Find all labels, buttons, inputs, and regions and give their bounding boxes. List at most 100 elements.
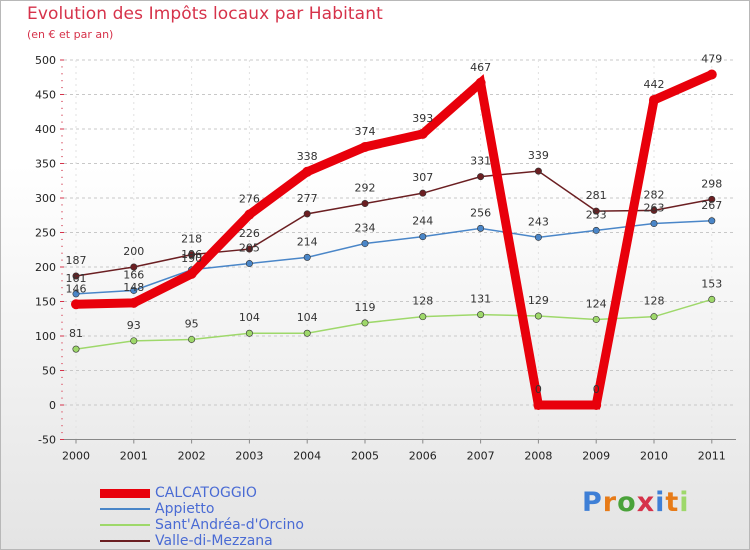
grid-lines	[64, 59, 736, 440]
y-tick-label: 200	[35, 261, 56, 274]
chart-subtitle: (en € et par an)	[27, 28, 114, 41]
y-tick-label: 350	[35, 158, 56, 171]
point-appietto	[708, 217, 716, 225]
legend-item-appietto: Appietto	[100, 501, 214, 517]
point-appietto	[650, 220, 658, 228]
point-calcatoggio	[475, 77, 486, 88]
y-tick-label: 300	[35, 192, 56, 205]
y-tick-label: 0	[49, 399, 56, 412]
data-label-calcatoggio: 374	[355, 125, 376, 138]
point-sant-andr-a-d-orcino	[419, 313, 427, 321]
data-label-valle-di-mezzana: 331	[470, 155, 491, 168]
point-valle-di-mezzana	[534, 167, 542, 175]
point-calcatoggio	[706, 69, 717, 80]
point-sant-andr-a-d-orcino	[534, 312, 542, 320]
point-appietto	[477, 224, 485, 232]
logo-letter: i	[655, 487, 666, 518]
data-label-appietto: 253	[586, 208, 607, 221]
x-tick-label: 2010	[640, 450, 668, 463]
data-label-calcatoggio: 338	[297, 150, 318, 163]
data-label-sant-andr-a-d-orcino: 119	[355, 301, 376, 314]
data-label-sant-andr-a-d-orcino: 81	[69, 327, 83, 340]
point-sant-andr-a-d-orcino	[650, 313, 658, 321]
data-label-appietto: 161	[66, 272, 87, 285]
point-appietto	[72, 290, 80, 298]
point-sant-andr-a-d-orcino	[130, 337, 138, 345]
point-valle-di-mezzana	[477, 173, 485, 181]
data-label-calcatoggio: 146	[66, 282, 87, 295]
x-tick-label: 2000	[62, 450, 90, 463]
logo-letter: P	[582, 487, 603, 518]
point-valle-di-mezzana	[188, 251, 196, 259]
data-label-valle-di-mezzana: 307	[412, 171, 433, 184]
legend-label-appietto: Appietto	[155, 501, 215, 517]
data-label-calcatoggio: 276	[239, 193, 260, 206]
data-label-appietto: 205	[239, 242, 260, 255]
legend-item-calcatoggio: CALCATOGGIO	[100, 485, 257, 501]
legend-swatch-sant-andrea	[100, 524, 150, 526]
point-valle-di-mezzana	[592, 207, 600, 215]
data-label-sant-andr-a-d-orcino: 104	[297, 311, 318, 324]
point-calcatoggio	[128, 297, 139, 308]
chart-title: Evolution des Impôts locaux par Habitant	[27, 4, 383, 24]
data-label-valle-di-mezzana: 218	[181, 233, 202, 246]
point-appietto	[534, 233, 542, 241]
x-tick-label: 2007	[467, 450, 495, 463]
legend-item-sant-andrea: Sant'Andréa-d'Orcino	[100, 517, 304, 533]
x-tick-label: 2002	[178, 450, 206, 463]
point-valle-di-mezzana	[245, 245, 253, 253]
data-label-valle-di-mezzana: 292	[355, 182, 376, 195]
data-label-valle-di-mezzana: 281	[586, 189, 607, 202]
point-appietto	[592, 226, 600, 234]
y-tick-label: 50	[42, 365, 56, 378]
data-label-appietto: 256	[470, 206, 491, 219]
data-label-calcatoggio: 0	[593, 383, 600, 396]
data-labels: 161 166 196 205 214 234 244 256 243 253 263 267 81 93…	[66, 52, 723, 396]
data-label-calcatoggio: 393	[412, 112, 433, 125]
legend-item-valle-di-mezzana: Valle-di-Mezzana	[100, 533, 273, 549]
point-valle-di-mezzana	[72, 272, 80, 280]
y-tick-label: 100	[35, 330, 56, 343]
data-label-appietto: 263	[644, 202, 665, 215]
point-valle-di-mezzana	[650, 206, 658, 214]
x-tick-label: 2005	[351, 450, 379, 463]
y-tick-label: 400	[35, 123, 56, 136]
point-valle-di-mezzana	[303, 210, 311, 218]
data-label-appietto: 196	[181, 248, 202, 261]
data-label-appietto: 267	[701, 199, 722, 212]
y-tick-label: 250	[35, 227, 56, 240]
point-calcatoggio	[244, 209, 255, 220]
logo-letter: i	[679, 487, 690, 518]
point-calcatoggio	[417, 128, 428, 139]
logo-letter: r	[602, 487, 618, 518]
data-label-calcatoggio: 190	[181, 252, 202, 265]
legend-swatch-appietto	[100, 508, 150, 510]
point-valle-di-mezzana	[419, 189, 427, 197]
data-label-calcatoggio: 479	[701, 52, 722, 65]
x-tick-label: 2003	[235, 450, 263, 463]
data-label-valle-di-mezzana: 298	[701, 177, 722, 190]
data-label-appietto: 214	[297, 235, 318, 248]
data-label-calcatoggio: 0	[535, 383, 542, 396]
legend-label-calcatoggio: CALCATOGGIO	[155, 485, 257, 501]
point-appietto	[419, 233, 427, 241]
legend-swatch-calcatoggio	[100, 488, 150, 498]
point-calcatoggio	[591, 400, 602, 410]
point-valle-di-mezzana	[708, 195, 716, 203]
point-appietto	[130, 286, 138, 294]
x-tick-label: 2006	[409, 450, 437, 463]
series-line-calcatoggio	[75, 70, 714, 410]
point-appietto	[245, 260, 253, 268]
data-label-valle-di-mezzana: 339	[528, 149, 549, 162]
data-label-sant-andr-a-d-orcino: 95	[185, 317, 199, 330]
x-tick-label: 2008	[524, 450, 552, 463]
point-sant-andr-a-d-orcino	[708, 295, 716, 303]
data-label-sant-andr-a-d-orcino: 128	[412, 295, 433, 308]
legend-swatch-valle-di-mezzana	[100, 540, 150, 542]
data-label-calcatoggio: 467	[470, 61, 491, 74]
point-sant-andr-a-d-orcino	[361, 319, 369, 327]
point-calcatoggio	[360, 141, 370, 152]
data-label-sant-andr-a-d-orcino: 124	[586, 297, 607, 310]
point-appietto	[303, 253, 311, 261]
